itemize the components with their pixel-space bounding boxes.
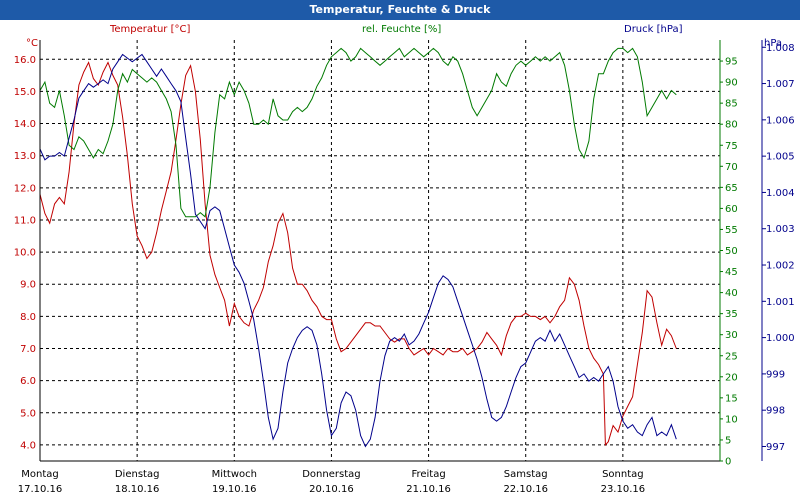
x-tick-date-label: 17.10.16: [18, 484, 63, 495]
temperature-tick-label: 16.0: [14, 55, 36, 66]
tick-labels: 16.0 15.0 14.0 13.0 12.0 11.0 10.0 9.0 8.0 7.0 6.0…: [14, 43, 795, 495]
x-tick-date-label: 21.10.16: [406, 484, 451, 495]
temperature-tick-label: 7.0: [20, 344, 36, 355]
series-layer: [39, 47, 677, 448]
humidity-tick-label: 35: [725, 309, 738, 320]
pressure-tick-label: 998: [766, 406, 785, 417]
humidity-tick-label: 65: [725, 183, 738, 194]
x-tick-day-label: Mittwoch: [212, 469, 257, 480]
pressure-unit-label: hPa: [764, 38, 783, 49]
humidity-tick-label: 95: [725, 57, 738, 68]
humidity-tick-label: 15: [725, 393, 738, 404]
humidity-tick-label: 30: [725, 330, 738, 341]
pressure-tick-label: 1.000: [766, 333, 795, 344]
x-tick-day-label: Donnerstag: [302, 469, 360, 480]
temperature-tick-label: 5.0: [20, 408, 36, 419]
pressure-axis-title: Druck [hPa]: [624, 24, 683, 35]
humidity-tick-label: 90: [725, 78, 738, 89]
humidity-axis-title: rel. Feuchte [%]: [362, 24, 442, 35]
pressure-tick-label: 1.004: [766, 188, 795, 199]
humidity-tick-label: 10: [725, 414, 738, 425]
humidity-tick-label: 85: [725, 99, 738, 110]
humidity-tick-label: 80: [725, 120, 738, 131]
temperature-unit-label: °C: [26, 38, 38, 49]
humidity-tick-label: 25: [725, 351, 738, 362]
humidity-tick-label: 75: [725, 141, 738, 152]
temperature-tick-label: 4.0: [20, 440, 36, 451]
x-tick-day-label: Samstag: [504, 469, 548, 480]
x-tick-day-label: Montag: [21, 469, 58, 480]
temperature-tick-label: 9.0: [20, 280, 36, 291]
x-tick-date-label: 20.10.16: [309, 484, 354, 495]
x-tick-date-label: 22.10.16: [503, 484, 548, 495]
humidity-tick-label: 70: [725, 162, 738, 173]
x-tick-day-label: Freitag: [411, 469, 445, 480]
temperature-tick-label: 10.0: [14, 248, 36, 259]
humidity-tick-label: 60: [725, 204, 738, 215]
x-tick-day-label: Dienstag: [115, 469, 160, 480]
humidity-tick-label: 0: [725, 457, 731, 468]
temperature-tick-label: 14.0: [14, 119, 36, 130]
x-tick-date-label: 18.10.16: [115, 484, 160, 495]
temperature-tick-label: 12.0: [14, 183, 36, 194]
temperature-axis-title: Temperatur [°C]: [110, 24, 191, 35]
x-tick-date-label: 23.10.16: [601, 484, 646, 495]
series-line-humidity: [39, 47, 677, 218]
series-line-temperature: [39, 61, 677, 447]
humidity-tick-label: 50: [725, 246, 738, 257]
pressure-tick-label: 1.001: [766, 297, 795, 308]
pressure-tick-label: 1.005: [766, 152, 795, 163]
pressure-tick-label: 1.008: [766, 43, 795, 54]
humidity-tick-label: 40: [725, 288, 738, 299]
pressure-tick-label: 1.002: [766, 261, 795, 272]
temperature-tick-label: 13.0: [14, 151, 36, 162]
chart-title: Temperatur, Feuchte & Druck: [0, 0, 800, 20]
x-tick-day-label: Sonntag: [602, 469, 644, 480]
humidity-tick-label: 45: [725, 267, 738, 278]
grid: [40, 40, 720, 461]
x-tick-date-label: 19.10.16: [212, 484, 257, 495]
humidity-tick-label: 55: [725, 225, 738, 236]
pressure-tick-label: 1.006: [766, 115, 795, 126]
temperature-tick-label: 15.0: [14, 87, 36, 98]
temperature-tick-label: 8.0: [20, 312, 36, 323]
temperature-tick-label: 11.0: [14, 215, 36, 226]
axes: [39, 40, 766, 462]
series-line-pressure: [39, 53, 677, 448]
pressure-tick-label: 999: [766, 369, 785, 380]
temperature-tick-label: 6.0: [20, 376, 36, 387]
humidity-tick-label: 5: [725, 435, 731, 446]
pressure-tick-label: 1.003: [766, 224, 795, 235]
humidity-tick-label: 20: [725, 372, 738, 383]
pressure-tick-label: 1.007: [766, 79, 795, 90]
pressure-tick-label: 997: [766, 442, 785, 453]
